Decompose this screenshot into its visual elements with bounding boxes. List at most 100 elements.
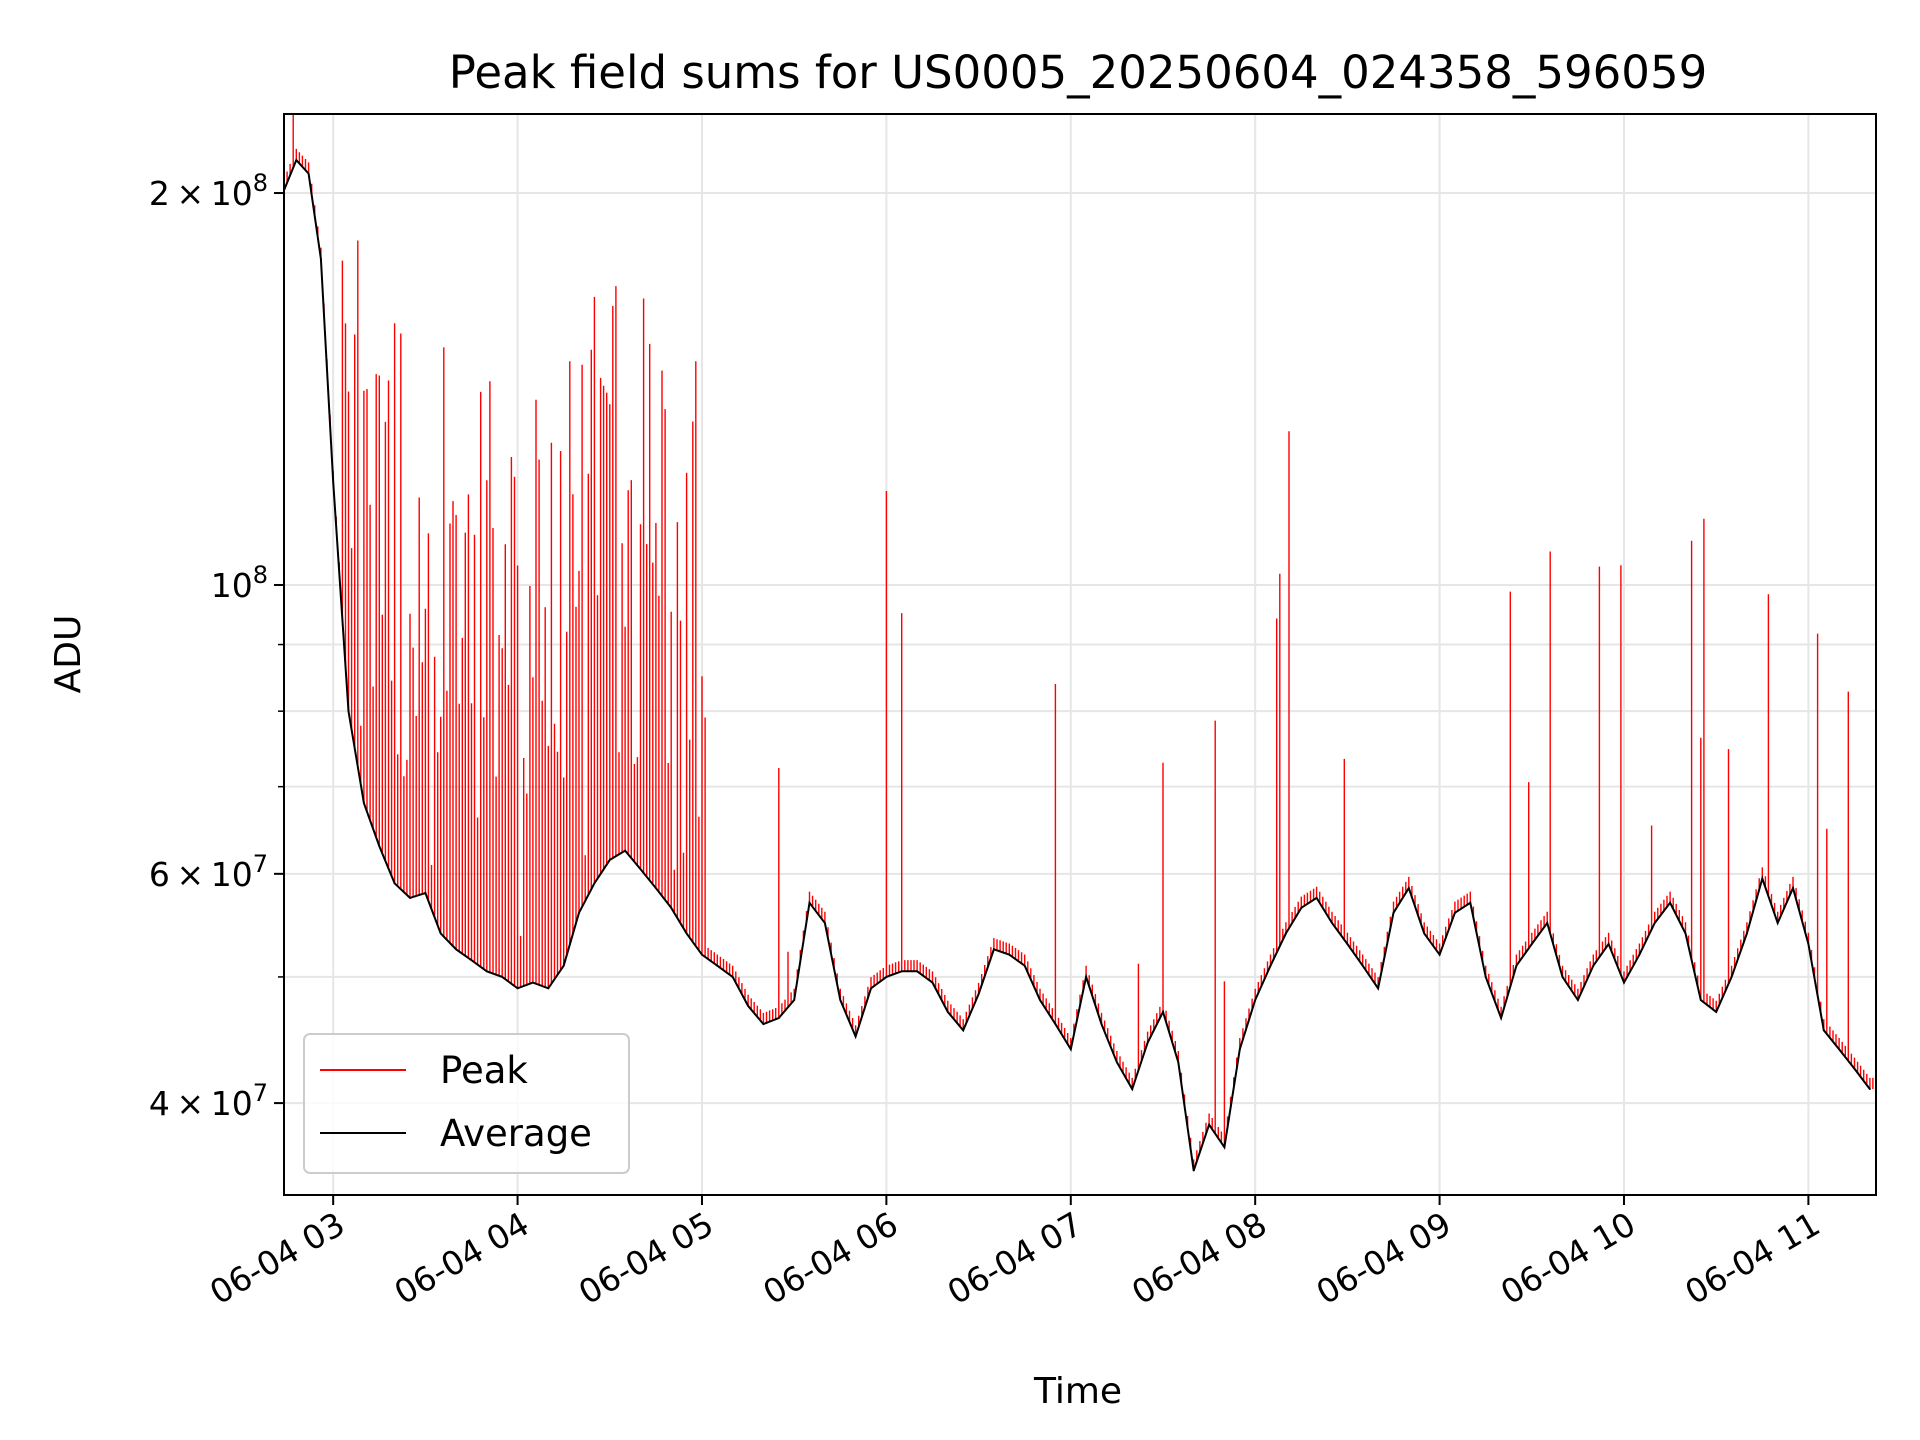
average-point (578, 911, 580, 914)
average-point (1746, 932, 1748, 935)
average-point (1423, 932, 1426, 935)
average-point (731, 976, 734, 978)
average-point (1592, 964, 1595, 967)
average-point (1607, 943, 1610, 945)
average-point (1669, 901, 1671, 904)
average-point (624, 849, 627, 852)
average-point (347, 710, 350, 713)
chart-title: Peak field sums for US0005_20250604_0243… (449, 46, 1707, 99)
average-point (916, 970, 919, 973)
average-point (747, 1005, 749, 1007)
average-point (485, 970, 488, 973)
average-point (854, 1035, 857, 1038)
average-point (977, 993, 980, 996)
average-point (332, 480, 335, 483)
average-point (900, 970, 903, 973)
average-point (1115, 1061, 1118, 1064)
average-point (1576, 999, 1579, 1001)
average-point (363, 802, 365, 804)
average-point (639, 868, 642, 871)
average-point (1039, 999, 1041, 1001)
average-point (701, 953, 703, 956)
grid-lines (284, 114, 1876, 1195)
average-point (295, 159, 298, 161)
average-point (1146, 1041, 1149, 1044)
average-point (1208, 1123, 1210, 1126)
average-point (470, 959, 473, 962)
y-tick-label: 108 (211, 561, 268, 605)
average-point (885, 976, 888, 978)
average-point (547, 987, 550, 990)
average-point (1500, 1017, 1502, 1019)
average-point (424, 892, 427, 894)
average-point (1853, 1067, 1856, 1070)
average-point (1838, 1048, 1841, 1051)
average-point (1254, 999, 1257, 1001)
average-point (1131, 1088, 1134, 1091)
average-point (670, 906, 673, 909)
average-point (1315, 896, 1318, 899)
average-point (1561, 976, 1564, 978)
average-point (516, 987, 519, 990)
y-tick-label: 4 × 107 (149, 1079, 268, 1123)
average-point (608, 858, 611, 861)
average-point (793, 999, 796, 1001)
legend-box (303, 1033, 630, 1174)
average-point (1684, 932, 1687, 935)
average-point (409, 896, 411, 899)
average-point (562, 964, 565, 967)
average-point (1653, 922, 1656, 924)
average-point (931, 981, 934, 984)
average-point (1054, 1023, 1057, 1025)
average-point (307, 172, 310, 175)
x-axis-label: Time (1033, 1371, 1122, 1412)
average-point (1438, 953, 1441, 956)
y-tick-label: 6 × 107 (149, 850, 268, 894)
average-point (1792, 887, 1794, 890)
average-point (839, 999, 842, 1001)
average-point (654, 887, 657, 890)
average-point (501, 976, 504, 978)
average-point (393, 882, 396, 885)
plot-frame (283, 113, 1877, 1196)
average-point (1162, 1011, 1164, 1013)
average-point (777, 1017, 780, 1019)
average-point (1530, 943, 1533, 945)
average-point (1730, 976, 1733, 978)
average-point (1177, 1061, 1180, 1064)
average-point (1715, 1011, 1718, 1013)
plot-background (284, 114, 1876, 1195)
average-point (1822, 1029, 1825, 1032)
average-point (962, 1029, 965, 1032)
plot-area (283, 113, 1877, 1196)
average-point (1776, 922, 1779, 924)
average-series (283, 158, 1871, 1172)
average-point (1100, 1023, 1103, 1025)
average-point (1868, 1088, 1871, 1091)
average-point (1546, 922, 1549, 924)
average-point (1407, 887, 1410, 890)
legend-average-label: Average (440, 1112, 592, 1155)
average-point (946, 1011, 949, 1013)
average-point (1623, 981, 1625, 984)
average-point (870, 987, 872, 990)
average-point (1515, 964, 1518, 967)
average-point (1361, 964, 1364, 967)
average-point (1023, 964, 1026, 967)
average-point (762, 1023, 765, 1025)
average-point (319, 258, 322, 260)
average-point (1008, 953, 1011, 956)
average-point (1238, 1048, 1241, 1051)
average-point (439, 932, 442, 935)
average-point (1192, 1169, 1195, 1172)
average-point (1761, 877, 1764, 880)
average-point (824, 922, 826, 924)
average-point (1069, 1048, 1072, 1051)
average-point (1454, 911, 1456, 914)
average-point (1269, 964, 1272, 967)
average-point (1285, 932, 1287, 935)
average-point (1085, 976, 1088, 978)
average-point (1300, 906, 1303, 909)
average-point (1469, 901, 1472, 904)
